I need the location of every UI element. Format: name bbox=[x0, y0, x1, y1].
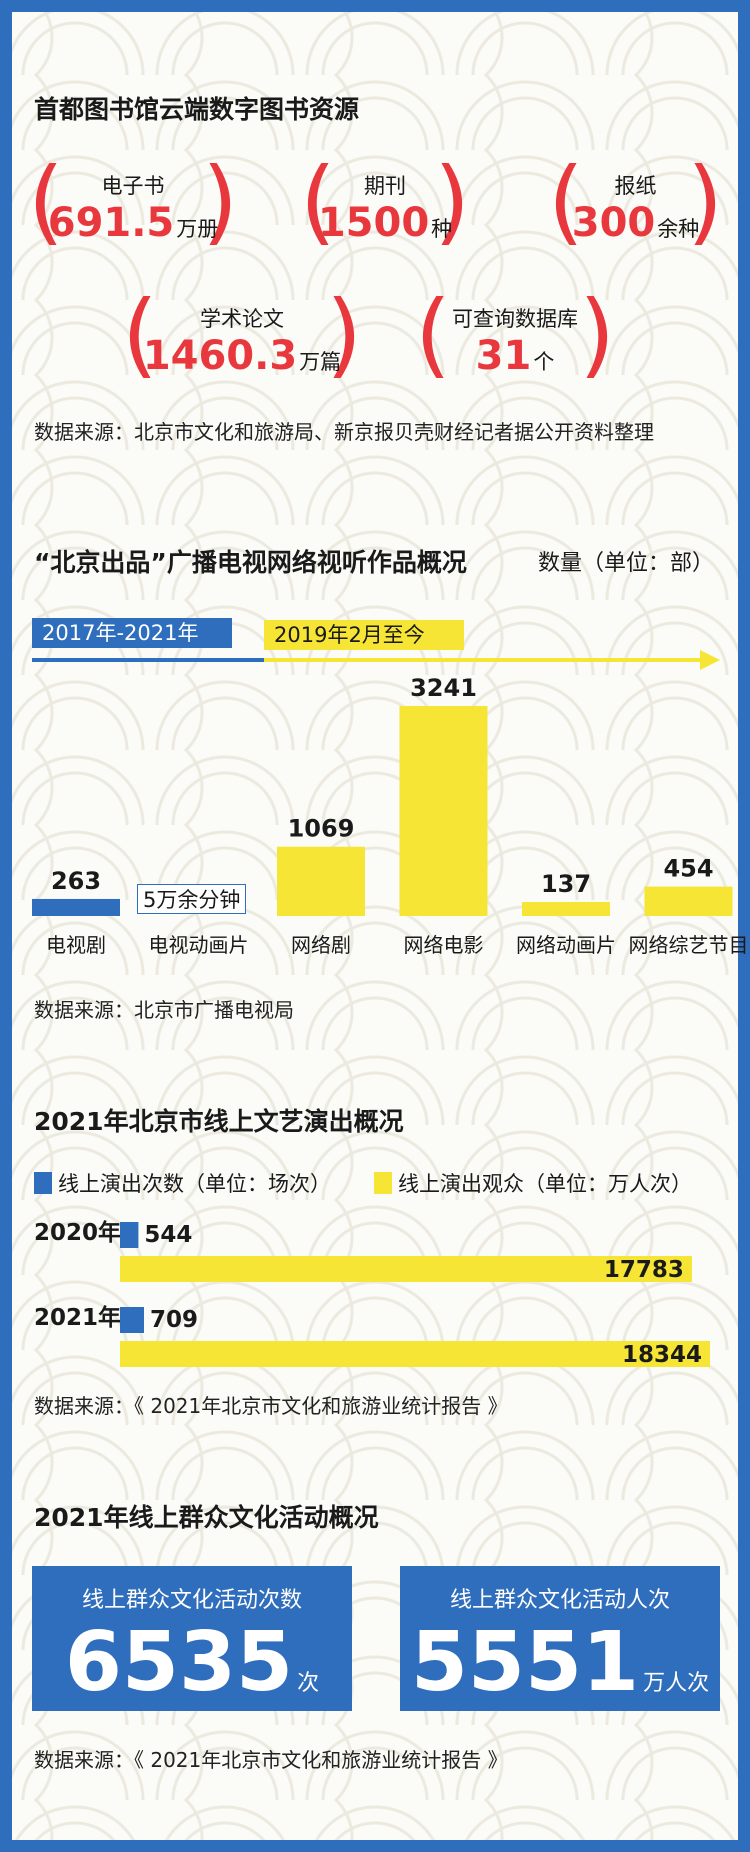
stat-card-activities: 线上群众文化活动次数 6535 次 bbox=[32, 1566, 352, 1711]
stat-label: 可查询数据库 bbox=[452, 307, 578, 331]
bar-value-label: 137 bbox=[541, 870, 591, 898]
right-paren: ) bbox=[202, 148, 238, 255]
section2-subtitle: 数量（单位：部） bbox=[538, 551, 715, 576]
legend-label-audience: 线上演出观众（单位：万人次） bbox=[398, 1172, 692, 1196]
card-value: 5551 bbox=[410, 1615, 640, 1710]
timeline-yellow-line bbox=[264, 658, 702, 662]
bar-audience bbox=[120, 1256, 692, 1282]
right-paren: ) bbox=[434, 148, 470, 255]
stat-value: 1500 bbox=[317, 200, 430, 246]
timeline-arrow bbox=[32, 650, 720, 670]
stat-label: 报纸 bbox=[614, 174, 657, 198]
section2-source: 数据来源：北京市广播电视局 bbox=[34, 998, 294, 1022]
right-paren: ) bbox=[326, 281, 362, 388]
timeline-blue-line bbox=[32, 658, 264, 662]
legend-label-performances: 线上演出次数（单位：场次） bbox=[58, 1172, 331, 1196]
timeline-arrowhead bbox=[700, 650, 720, 670]
bar-value-label: 1069 bbox=[288, 815, 355, 843]
bar-value-label: 3241 bbox=[410, 674, 477, 702]
stat-newspapers: ( ) 报纸 300余种 bbox=[548, 156, 723, 254]
section4-source: 数据来源：《 2021年北京市文化和旅游业统计报告 》 bbox=[34, 1748, 508, 1772]
left-paren: ( bbox=[28, 148, 64, 255]
stat-journals: ( ) 期刊 1500种 bbox=[300, 156, 470, 254]
bar-audience bbox=[120, 1341, 710, 1367]
left-paren: ( bbox=[300, 148, 336, 255]
stat-unit: 种 bbox=[431, 217, 453, 241]
legend-swatch-blue bbox=[34, 1172, 52, 1194]
stat-unit: 余种 bbox=[657, 217, 700, 241]
bar-4 bbox=[522, 902, 610, 916]
stat-value: 1460.3 bbox=[142, 333, 298, 379]
stat-papers: ( ) 学术论文 1460.3万篇 bbox=[122, 289, 362, 387]
stat-label: 学术论文 bbox=[200, 307, 284, 331]
online-performance-chart: 2020年 544 17783 2021年 709 18344 bbox=[34, 1219, 710, 1368]
bar-value-label: 544 bbox=[144, 1222, 192, 1248]
bar-value-label: 454 bbox=[663, 855, 713, 883]
year-label: 2021年 bbox=[34, 1304, 121, 1331]
right-paren: ) bbox=[579, 281, 615, 388]
stat-databases: ( ) 可查询数据库 31个 bbox=[415, 289, 615, 387]
bar-performances bbox=[120, 1307, 144, 1333]
period-tag-yellow: 2019年2月至今 bbox=[264, 620, 464, 650]
works-bar-chart: 263 电视剧 电视动画片 1069 网络剧 3241 网络电影 137 网络动画片 454 网络综… bbox=[32, 674, 749, 957]
section2-title: “北京出品”广播电视网络视听作品概况 bbox=[34, 548, 467, 577]
category-label: 电视动画片 bbox=[149, 933, 249, 957]
stat-card-participants: 线上群众文化活动人次 5551 万人次 bbox=[400, 1566, 720, 1711]
left-paren: ( bbox=[548, 148, 584, 255]
card-label: 线上群众文化活动人次 bbox=[449, 1588, 670, 1613]
bar-value-label: 18344 bbox=[622, 1342, 702, 1368]
left-paren: ( bbox=[122, 281, 158, 388]
stat-unit: 万篇 bbox=[299, 350, 342, 374]
stat-unit: 个 bbox=[533, 350, 555, 374]
right-paren: ) bbox=[687, 148, 723, 255]
section3-source: 数据来源：《 2021年北京市文化和旅游业统计报告 》 bbox=[34, 1394, 508, 1418]
section1-title: 首都图书馆云端数字图书资源 bbox=[34, 95, 360, 124]
bar-3 bbox=[399, 706, 488, 916]
legend-swatch-yellow bbox=[374, 1172, 392, 1194]
section3-title: 2021年北京市线上文艺演出概况 bbox=[34, 1107, 404, 1136]
bar-0 bbox=[32, 898, 120, 916]
category-label: 网络动画片 bbox=[516, 933, 616, 957]
card-value: 6535 bbox=[64, 1615, 294, 1710]
card-unit: 次 bbox=[297, 1671, 320, 1696]
bar-value-label: 17783 bbox=[604, 1257, 684, 1283]
left-paren: ( bbox=[415, 281, 451, 388]
year-label: 2020年 bbox=[34, 1219, 121, 1246]
category-label: 电视剧 bbox=[46, 933, 106, 957]
stat-unit: 万册 bbox=[176, 217, 219, 241]
stat-label: 期刊 bbox=[364, 174, 406, 198]
stat-value: 300 bbox=[571, 200, 656, 246]
card-unit: 万人次 bbox=[643, 1671, 710, 1696]
section4-title: 2021年线上群众文化活动概况 bbox=[34, 1503, 379, 1532]
bar-value-label: 263 bbox=[51, 867, 101, 895]
section1-source: 数据来源：北京市文化和旅游局、新京报贝壳财经记者据公开资料整理 bbox=[34, 420, 654, 444]
bar-value-label: 709 bbox=[150, 1307, 198, 1333]
bar-5 bbox=[644, 886, 733, 916]
stat-value: 691.5 bbox=[47, 200, 175, 246]
category-label: 网络剧 bbox=[291, 933, 351, 957]
card-label: 线上群众文化活动次数 bbox=[81, 1588, 302, 1613]
bar-performances bbox=[120, 1222, 139, 1248]
stat-label: 电子书 bbox=[101, 174, 165, 198]
category-label: 网络综艺节目 bbox=[629, 933, 749, 957]
bar-2 bbox=[277, 846, 365, 916]
stat-value: 31 bbox=[475, 333, 532, 379]
category-label: 网络电影 bbox=[404, 933, 484, 957]
stat-ebook: ( ) 电子书 691.5万册 bbox=[28, 156, 238, 254]
tv-animation-callout: 5万余分钟 bbox=[137, 884, 247, 914]
period-tag-blue: 2017年-2021年 bbox=[32, 618, 232, 648]
